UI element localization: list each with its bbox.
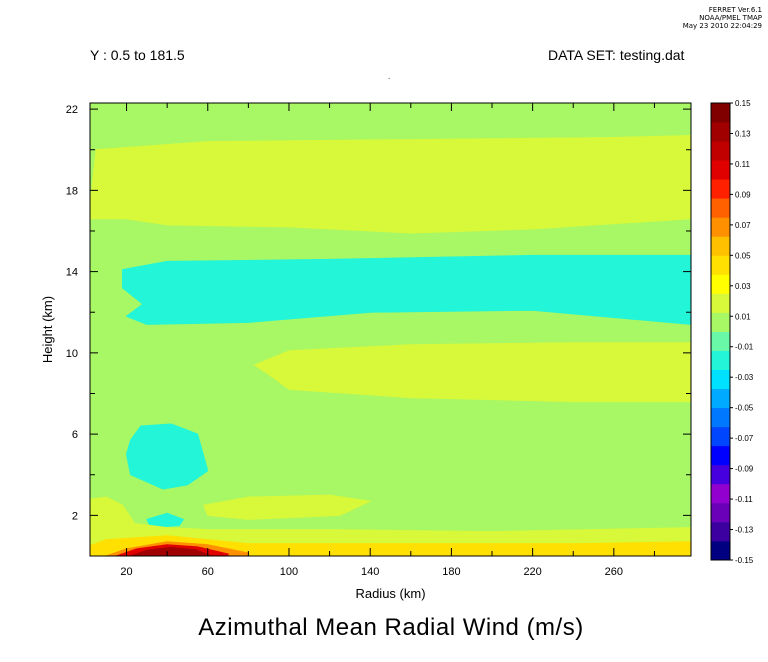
colorbar-swatch	[711, 103, 730, 123]
y-range-header: Y : 0.5 to 181.5	[90, 47, 185, 63]
dataset-header: DATA SET: testing.dat	[548, 47, 685, 63]
colorbar-swatch	[711, 445, 730, 466]
colorbar-label: -0.07	[735, 434, 754, 443]
colorbar-swatch	[711, 388, 730, 409]
colorbar-swatch	[711, 274, 730, 294]
colorbar-swatch	[711, 426, 730, 447]
colorbar-label: -0.03	[735, 373, 754, 382]
colorbar-swatch	[711, 331, 730, 351]
colorbar-label: -0.05	[735, 404, 754, 413]
colorbar-swatch	[711, 255, 730, 275]
y-axis-label: Height (km)	[40, 296, 55, 363]
colorbar-swatch	[711, 179, 730, 199]
stamp-organization: NOAA/PMEL TMAP	[699, 14, 762, 22]
colorbar-swatch	[711, 236, 730, 256]
colorbar-label: -0.13	[735, 526, 754, 535]
colorbar-label: 0.05	[735, 251, 751, 260]
colorbar-label: -0.09	[735, 465, 754, 474]
colorbar-swatch	[711, 122, 730, 142]
x-tick-label: 220	[523, 566, 541, 578]
plot-title: Azimuthal Mean Radial Wind (m/s)	[198, 614, 584, 641]
plot-frame	[89, 102, 692, 557]
colorbar-label: 0.13	[735, 129, 751, 138]
colorbar-swatch	[711, 483, 730, 504]
colorbar-swatch	[711, 141, 730, 161]
contour-region-4	[254, 342, 691, 403]
y-tick-label: 22	[66, 104, 78, 116]
x-tick-label: 60	[202, 566, 214, 578]
colorbar-swatch	[711, 521, 730, 542]
colorbar-label: 0.03	[735, 282, 751, 291]
contour-region-6	[203, 494, 371, 520]
colorbar-label: -0.11	[735, 495, 753, 504]
colorbar-swatch	[711, 407, 730, 428]
x-tick-label: 260	[605, 566, 623, 578]
colorbar-swatch	[711, 217, 730, 237]
x-axis-label: Radius (km)	[355, 586, 425, 601]
contour-region-3	[122, 254, 691, 325]
colorbar-swatch	[711, 350, 730, 370]
colorbar-label: 0.09	[735, 190, 751, 199]
colorbar-swatch	[711, 369, 730, 390]
x-tick-label: 180	[442, 566, 460, 578]
contour-field	[90, 103, 691, 556]
contour-region-5	[126, 423, 209, 490]
y-tick-label: 2	[72, 510, 78, 522]
colorbar-frame	[710, 102, 731, 561]
colorbar-label: 0.11	[735, 160, 751, 169]
colorbar-swatch	[711, 502, 730, 523]
x-tick-label: 20	[120, 566, 132, 578]
y-tick-label: 14	[66, 267, 78, 279]
x-tick-label: 100	[280, 566, 298, 578]
colorbar-swatch	[711, 312, 730, 332]
x-tick-label: 140	[361, 566, 379, 578]
contour-region-8	[90, 496, 691, 556]
colorbar-label: 0.07	[735, 221, 751, 230]
colorbar-swatch	[711, 198, 730, 218]
colorbar-label: -0.01	[735, 343, 754, 352]
colorbar-label: -0.15	[735, 556, 754, 565]
colorbar-label: 0.15	[735, 99, 751, 108]
contour-region-12	[130, 547, 213, 556]
stamp-timestamp: May 23 2010 22:04:29	[682, 22, 762, 30]
header-dot: .	[388, 72, 391, 81]
colorbar-swatch	[711, 160, 730, 180]
y-tick-label: 6	[72, 429, 78, 441]
colorbar-swatch	[711, 293, 730, 313]
y-tick-label: 10	[66, 348, 78, 360]
ferret-stamp: FERRET Ver.6.1 NOAA/PMEL TMAP May 23 201…	[612, 6, 762, 30]
contour-region-2	[90, 135, 691, 208]
colorbar-swatch	[711, 464, 730, 485]
colorbar-swatch	[711, 540, 730, 561]
colorbar-label: 0.01	[735, 312, 751, 321]
stamp-version: FERRET Ver.6.1	[708, 6, 762, 14]
y-tick-label: 18	[66, 185, 78, 197]
